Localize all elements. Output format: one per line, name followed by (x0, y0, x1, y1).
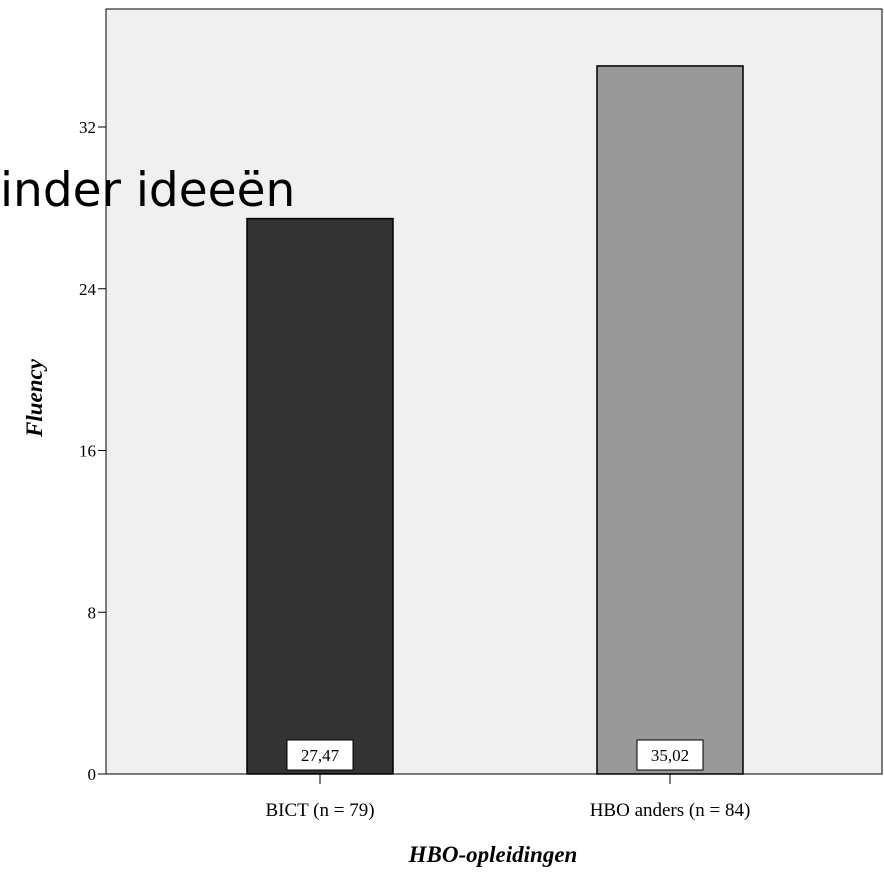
y-tick-label: 8 (88, 603, 97, 622)
value-label-box (636, 739, 704, 771)
y-tick-label: 16 (79, 442, 96, 461)
y-axis-label: Fluency (22, 358, 47, 438)
overlay-caption: inder ideeën (0, 163, 295, 218)
y-tick-label: 32 (79, 118, 96, 137)
plot-area (105, 8, 883, 775)
bars: 27,47 35,02 (246, 65, 744, 775)
y-tick-label: 0 (88, 765, 97, 784)
bar (246, 217, 394, 775)
value-label: 35,02 (651, 746, 689, 765)
x-axis: BICT (n = 79) HBO anders (n = 84) (265, 774, 750, 821)
value-label-box (286, 739, 354, 771)
y-axis: 0 8 16 24 32 (79, 118, 106, 784)
x-tick-label: HBO anders (n = 84) (590, 800, 751, 821)
value-label: 27,47 (301, 746, 340, 765)
x-tick-label: BICT (n = 79) (265, 800, 374, 821)
x-axis-label: HBO-opleidingen (408, 842, 578, 867)
bar (596, 65, 744, 775)
y-tick-label: 24 (79, 280, 97, 299)
